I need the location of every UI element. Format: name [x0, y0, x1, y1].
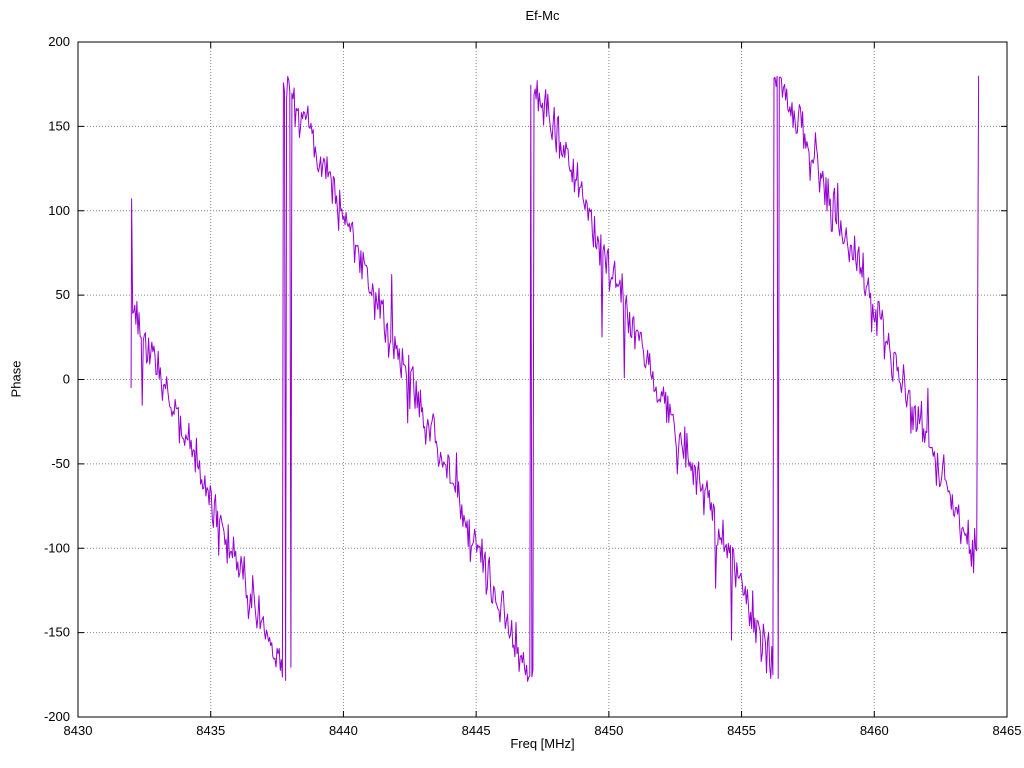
y-tick-label: 0: [63, 372, 70, 387]
y-tick-label: -200: [44, 709, 70, 724]
x-tick-label: 8435: [196, 723, 225, 738]
x-tick-label: 8430: [64, 723, 93, 738]
y-tick-label: -50: [51, 456, 70, 471]
x-tick-label: 8450: [594, 723, 623, 738]
plot-border: [77, 41, 1008, 718]
chart-title: Ef-Mc: [525, 8, 560, 23]
x-tick-label: 8465: [993, 723, 1022, 738]
x-tick-label: 8440: [329, 723, 358, 738]
y-tick-label: -100: [44, 540, 70, 555]
x-tick-label: 8455: [727, 723, 756, 738]
x-axis-title: Freq [MHz]: [510, 736, 575, 751]
y-tick-label: -150: [44, 625, 70, 640]
y-tick-label: 200: [48, 34, 70, 49]
phase-data-line: [130, 75, 980, 682]
x-tick-label: 8445: [462, 723, 491, 738]
x-tick-label: 8460: [860, 723, 889, 738]
y-tick-label: 50: [56, 287, 70, 302]
y-tick-label: 100: [48, 203, 70, 218]
y-tick-label: 150: [48, 118, 70, 133]
